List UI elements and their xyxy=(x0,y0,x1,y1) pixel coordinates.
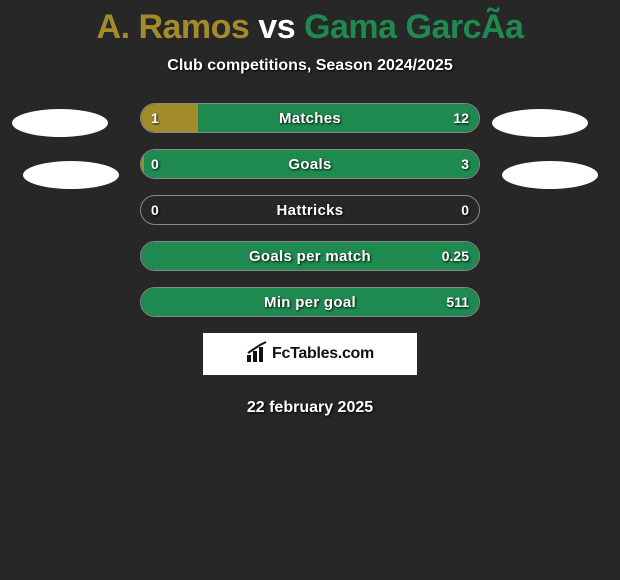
decorative-ellipse xyxy=(12,109,108,137)
stat-row: 0.25Goals per match xyxy=(140,241,480,271)
brand-icon xyxy=(246,341,268,368)
title-player1: A. Ramos xyxy=(97,8,250,46)
brand-box: FcTables.com xyxy=(203,333,417,375)
stat-row: 00Hattricks xyxy=(140,195,480,225)
decorative-ellipse xyxy=(492,109,588,137)
stat-row: 511Min per goal xyxy=(140,287,480,317)
brand-text: FcTables.com xyxy=(272,345,374,363)
page-title: A. Ramos vs Gama GarcÃa xyxy=(0,0,620,47)
stat-label: Goals per match xyxy=(141,242,479,270)
stat-row: 03Goals xyxy=(140,149,480,179)
stat-label: Min per goal xyxy=(141,288,479,316)
title-vs: vs xyxy=(249,8,304,46)
decorative-ellipse xyxy=(23,161,119,189)
stat-row: 112Matches xyxy=(140,103,480,133)
stat-label: Matches xyxy=(141,104,479,132)
stat-label: Goals xyxy=(141,150,479,178)
decorative-ellipse xyxy=(502,161,598,189)
comparison-chart: 112Matches 03Goals 00Hattricks 0.25Goals pe… xyxy=(0,103,620,317)
subtitle: Club competitions, Season 2024/2025 xyxy=(0,57,620,75)
stat-label: Hattricks xyxy=(141,196,479,224)
title-player2: Gama GarcÃa xyxy=(304,8,523,46)
date-line: 22 february 2025 xyxy=(0,399,620,417)
